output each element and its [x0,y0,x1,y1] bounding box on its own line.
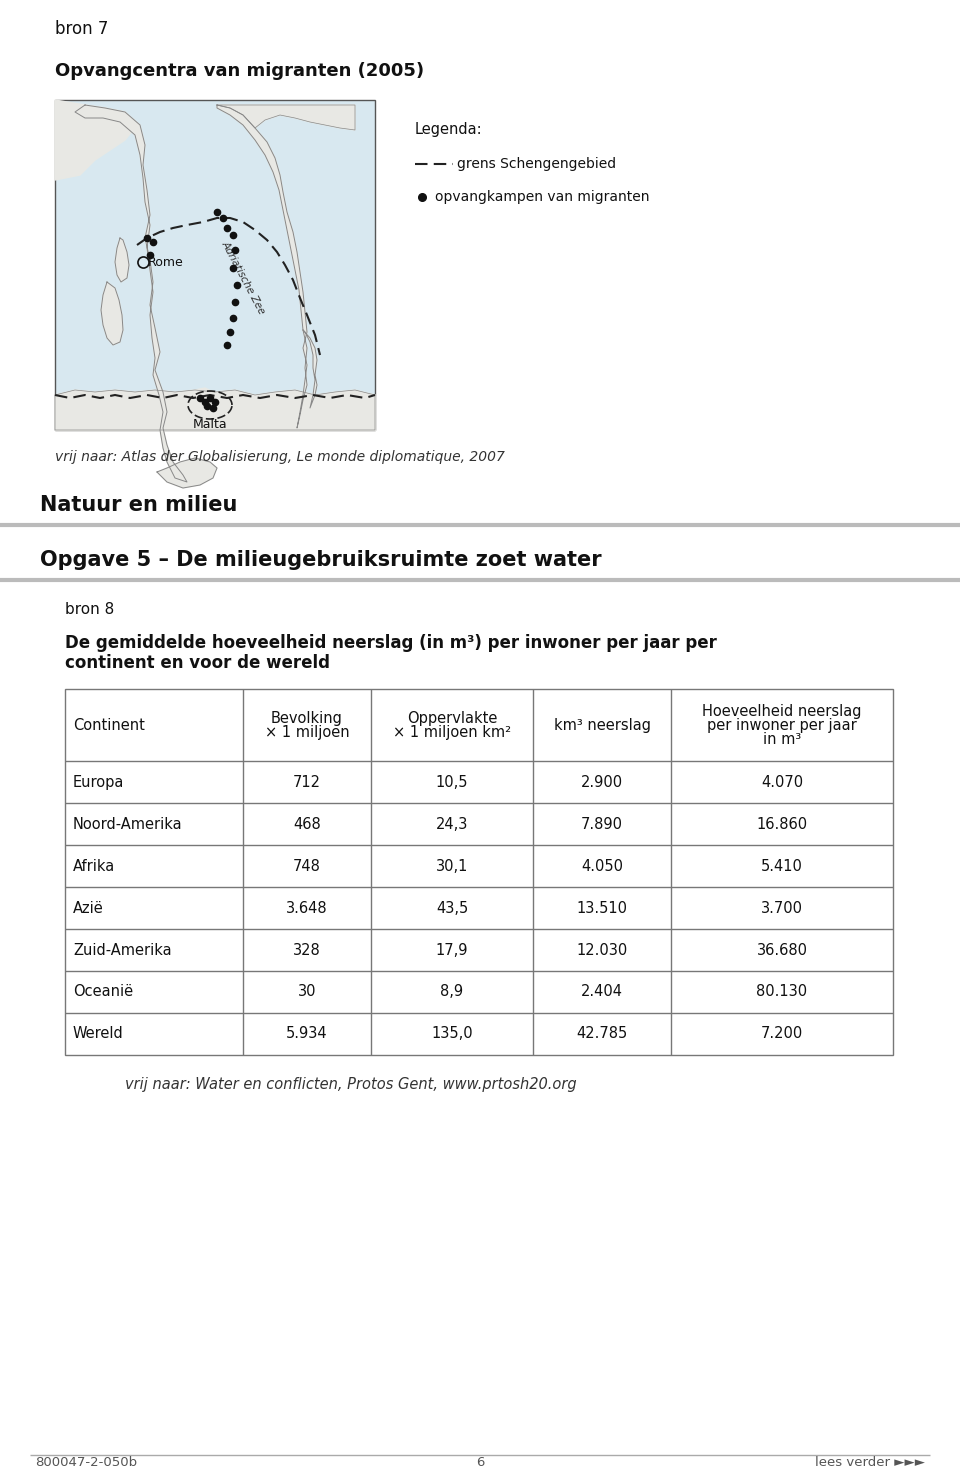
Polygon shape [55,395,375,431]
Text: Rome: Rome [148,256,183,269]
Text: bron 8: bron 8 [65,603,114,617]
Text: 135,0: 135,0 [431,1026,473,1042]
Text: per inwoner per jaar: per inwoner per jaar [708,717,857,732]
Text: 6: 6 [476,1455,484,1469]
Text: lees verder ►►►: lees verder ►►► [815,1455,925,1469]
Text: vrij naar: Atlas der Globalisierung, Le monde diplomatique, 2007: vrij naar: Atlas der Globalisierung, Le … [55,450,505,465]
Text: 12.030: 12.030 [576,942,628,957]
Text: 5.934: 5.934 [286,1026,327,1042]
Polygon shape [101,282,123,345]
Text: bron 7: bron 7 [55,21,108,38]
Polygon shape [303,329,317,409]
Text: Opgave 5 – De milieugebruiksruimte zoet water: Opgave 5 – De milieugebruiksruimte zoet … [40,550,602,570]
Text: Afrika: Afrika [73,858,115,873]
Text: 7.890: 7.890 [581,816,623,832]
Text: 30,1: 30,1 [436,858,468,873]
Polygon shape [195,388,213,401]
Text: 13.510: 13.510 [577,901,628,916]
Text: Zuid-Amerika: Zuid-Amerika [73,942,172,957]
Text: 24,3: 24,3 [436,816,468,832]
Text: × 1 miljoen: × 1 miljoen [265,725,349,739]
Text: 43,5: 43,5 [436,901,468,916]
Text: 42.785: 42.785 [576,1026,628,1042]
Polygon shape [55,390,375,431]
Text: × 1 miljoen km²: × 1 miljoen km² [393,725,511,739]
Text: Europa: Europa [73,775,125,789]
Text: 16.860: 16.860 [756,816,807,832]
Text: 30: 30 [298,985,316,1000]
Text: Wereld: Wereld [73,1026,124,1042]
Text: 10,5: 10,5 [436,775,468,789]
Text: Oceanië: Oceanië [73,985,133,1000]
Text: 17,9: 17,9 [436,942,468,957]
Text: 2.900: 2.900 [581,775,623,789]
Text: Legenda:: Legenda: [415,122,483,137]
Text: Malta: Malta [193,417,228,431]
Text: Oppervlakte: Oppervlakte [407,710,497,726]
Text: Opvangcentra van migranten (2005): Opvangcentra van migranten (2005) [55,62,424,79]
Polygon shape [157,459,217,488]
Text: Azië: Azië [73,901,104,916]
Bar [65,689,893,1055]
Text: Hoeveelheid neerslag: Hoeveelheid neerslag [703,704,862,719]
Text: 748: 748 [293,858,321,873]
Text: Adriatische Zee: Adriatische Zee [220,240,267,316]
Text: 2.404: 2.404 [581,985,623,1000]
Text: 468: 468 [293,816,321,832]
Text: continent en voor de wereld: continent en voor de wereld [65,654,330,672]
Polygon shape [55,100,137,179]
Bar [55,100,375,431]
Text: 3.648: 3.648 [286,901,327,916]
Text: 328: 328 [293,942,321,957]
Text: 36.680: 36.680 [756,942,807,957]
Text: 4.050: 4.050 [581,858,623,873]
Text: 800047-2-050b: 800047-2-050b [35,1455,137,1469]
Polygon shape [217,104,307,428]
Text: vrij naar: Water en conflicten, Protos Gent, www.prtosh20.org: vrij naar: Water en conflicten, Protos G… [125,1078,577,1092]
Polygon shape [75,104,187,482]
Text: km³ neerslag: km³ neerslag [554,717,651,732]
Text: De gemiddelde hoeveelheid neerslag (in m³) per inwoner per jaar per: De gemiddelde hoeveelheid neerslag (in m… [65,634,717,653]
Text: opvangkampen van migranten: opvangkampen van migranten [435,190,650,204]
Text: 5.410: 5.410 [761,858,803,873]
Text: Noord-Amerika: Noord-Amerika [73,816,182,832]
Text: 7.200: 7.200 [761,1026,804,1042]
Text: 8,9: 8,9 [441,985,464,1000]
Text: 80.130: 80.130 [756,985,807,1000]
Text: 712: 712 [293,775,321,789]
Text: Bevolking: Bevolking [271,710,343,726]
Polygon shape [115,238,129,282]
Text: Natuur en milieu: Natuur en milieu [40,495,237,514]
Text: grens Schengengebied: grens Schengengebied [457,157,616,171]
Text: 3.700: 3.700 [761,901,803,916]
Text: in m³: in m³ [763,732,802,747]
Text: 4.070: 4.070 [761,775,804,789]
Text: Continent: Continent [73,717,145,732]
Polygon shape [217,104,355,129]
